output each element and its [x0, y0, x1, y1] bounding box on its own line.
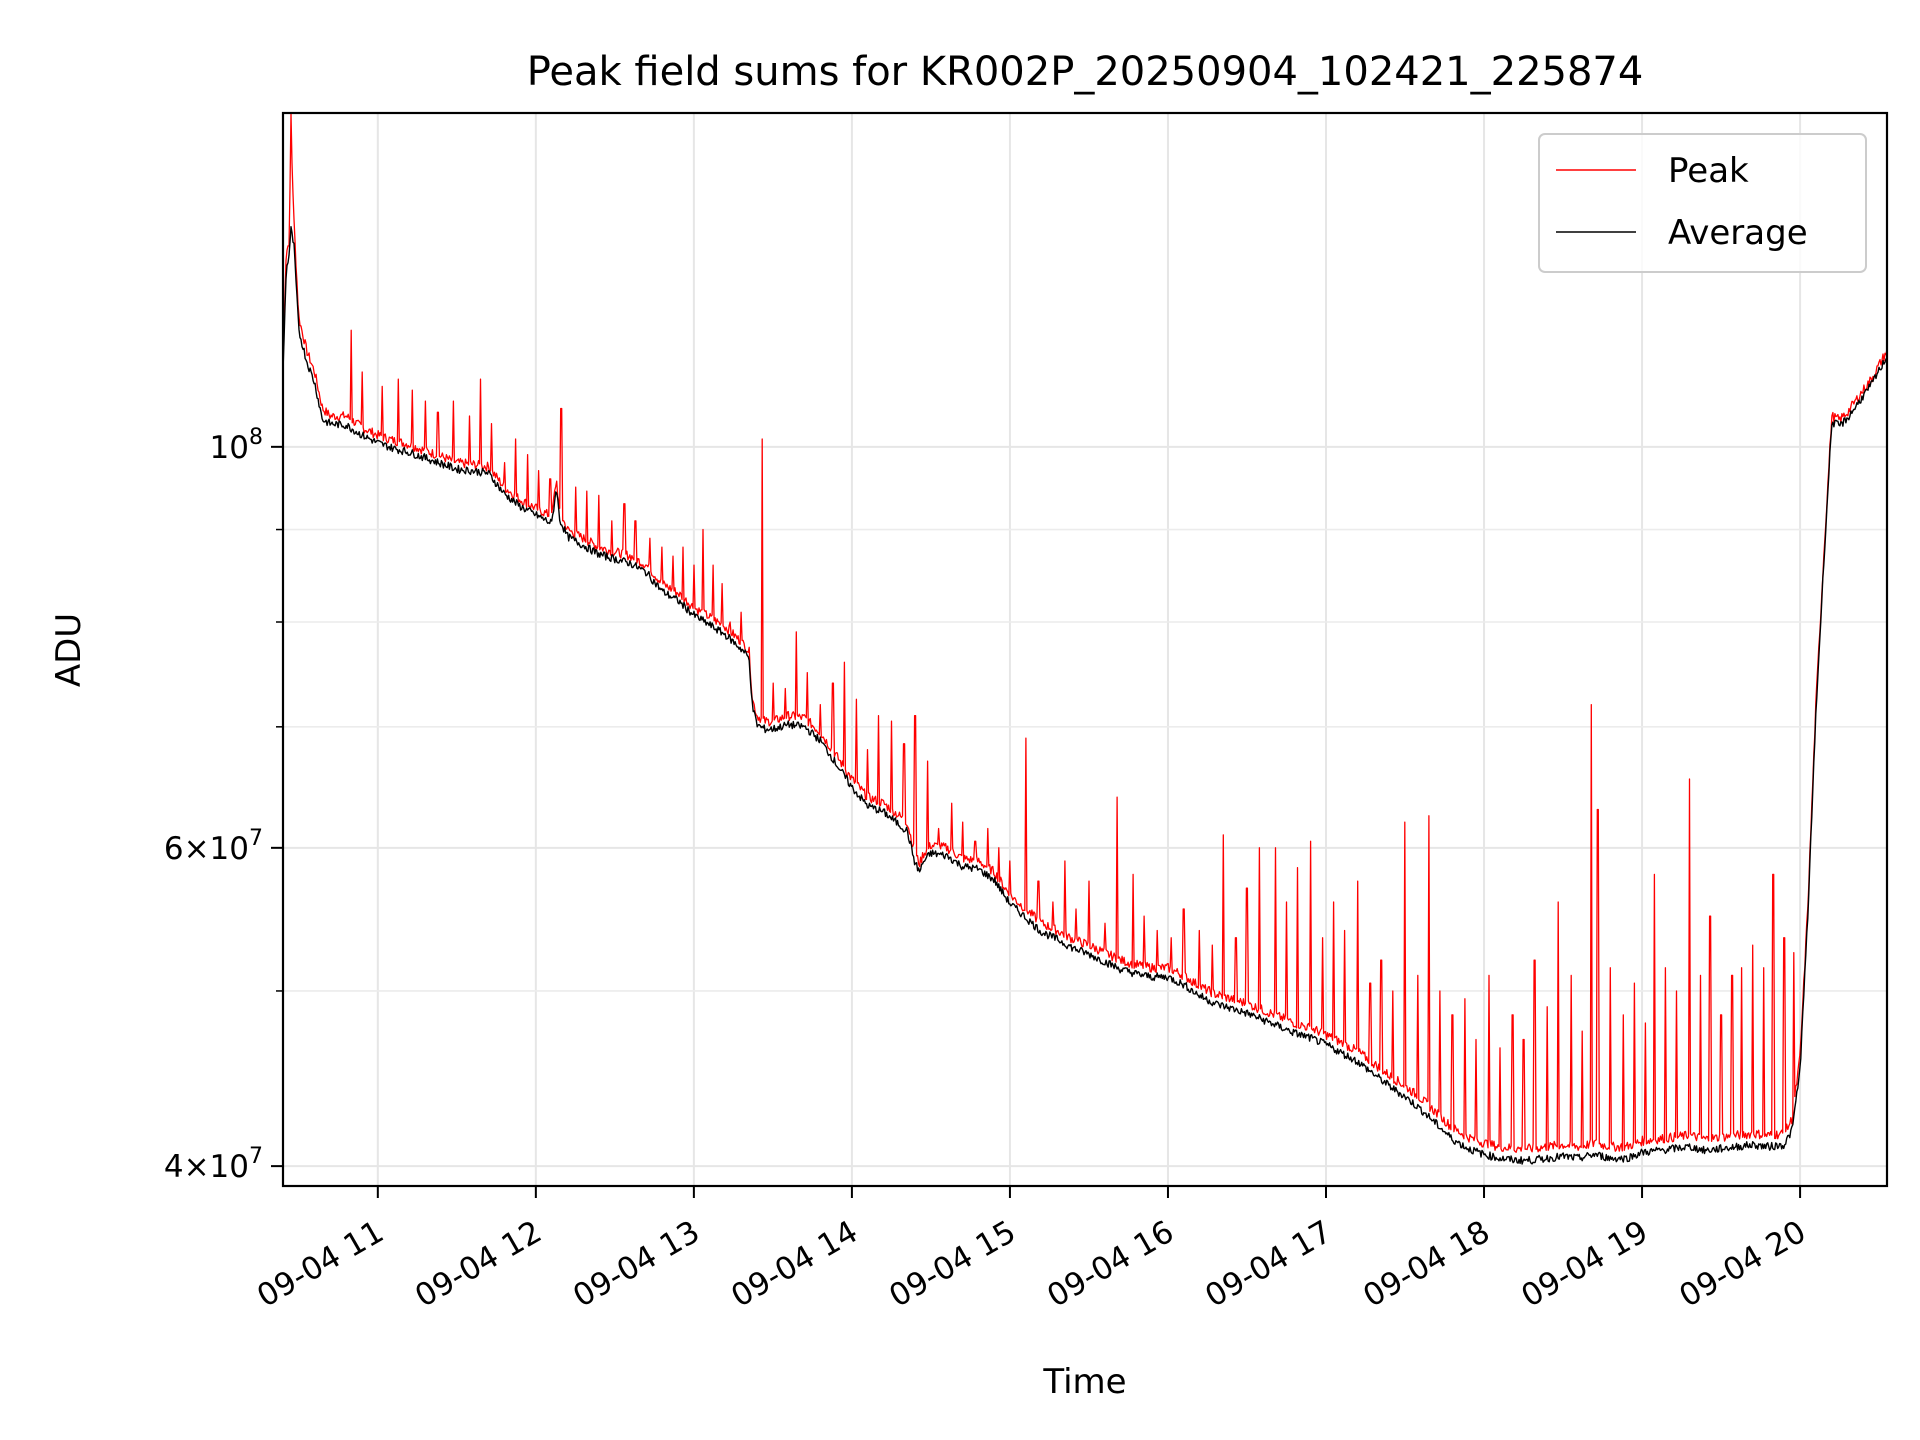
chart-title: Peak field sums for KR002P_20250904_1024… — [527, 49, 1644, 95]
legend: Peak Average — [1538, 133, 1867, 273]
x-axis-label: Time — [1042, 1362, 1126, 1402]
legend-box — [1538, 133, 1867, 273]
series-line-peak — [282, 112, 1888, 1153]
legend-label-peak: Peak — [1668, 151, 1749, 191]
y-tick-label: 4×107 — [164, 1144, 263, 1185]
legend-label-average: Average — [1668, 213, 1808, 253]
y-tick-label: 6×107 — [164, 826, 263, 867]
gridlines — [283, 113, 1887, 1186]
plot-frame — [281, 111, 1889, 1188]
series-line-average — [282, 226, 1888, 1165]
y-axis-label: ADU — [49, 613, 89, 687]
plot-lines — [282, 112, 1888, 1165]
